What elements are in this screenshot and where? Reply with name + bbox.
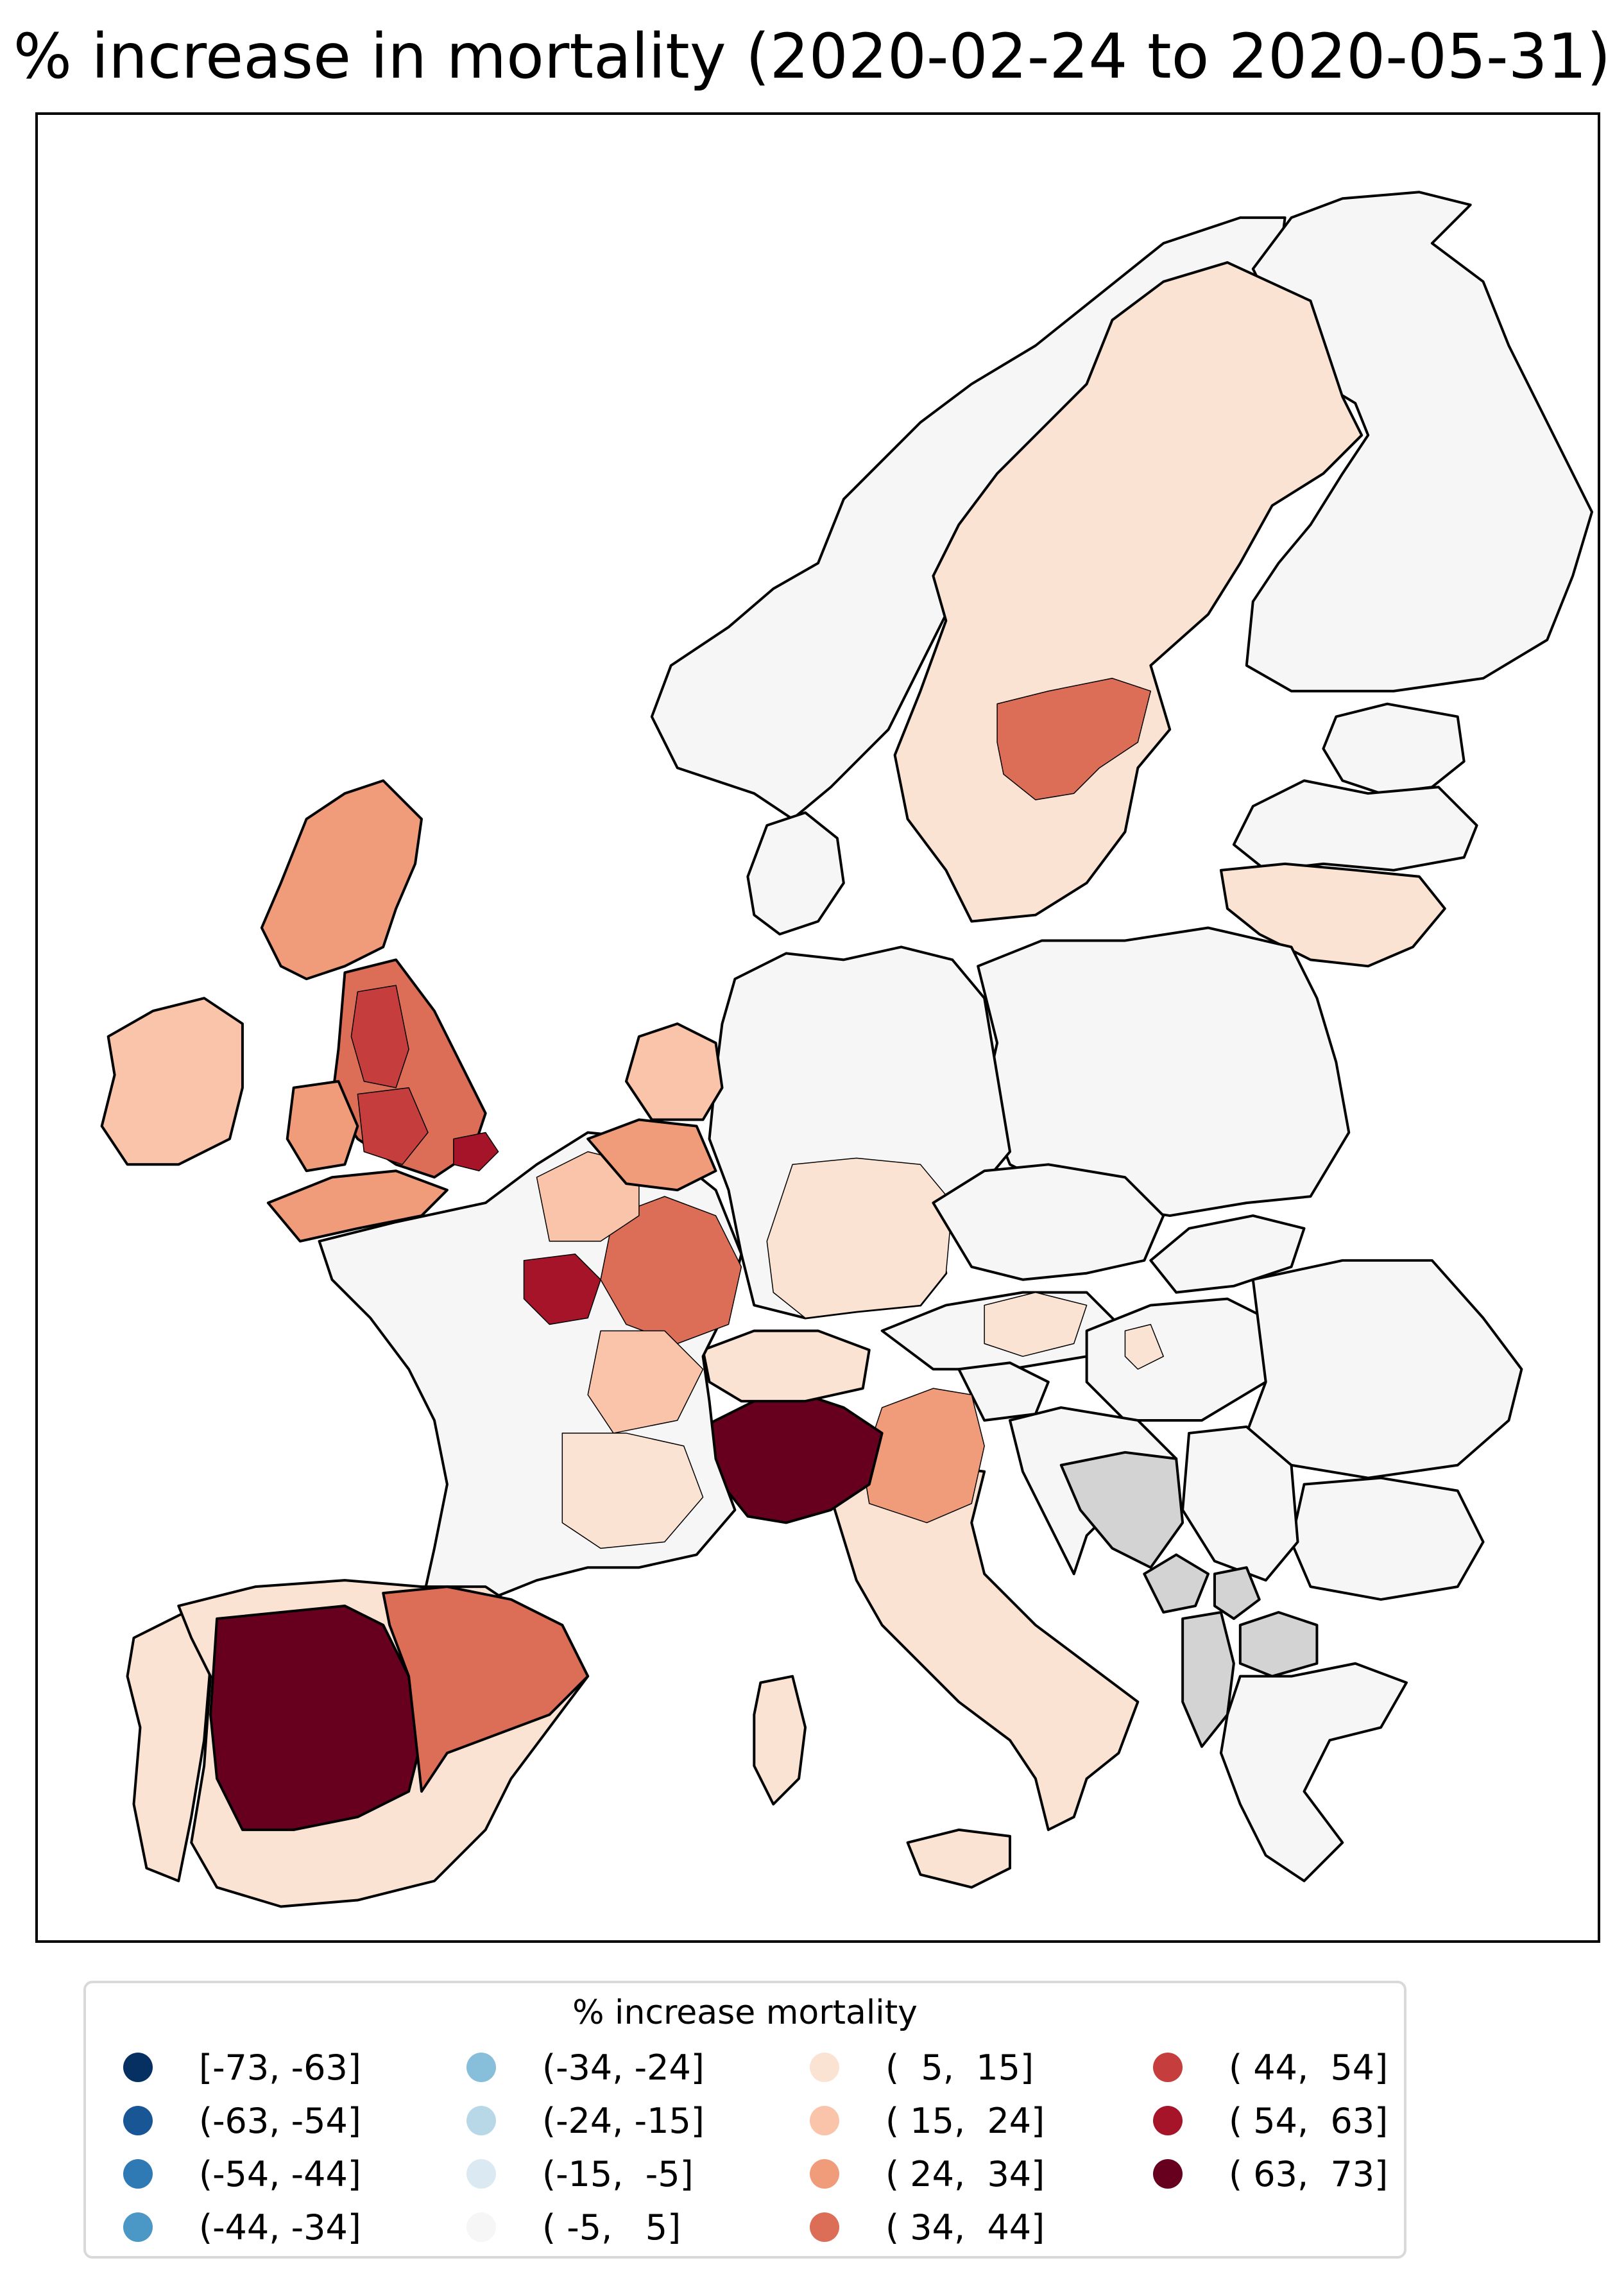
legend-swatch <box>466 2106 496 2135</box>
legend-item: [-73, -63] <box>123 2042 361 2092</box>
legend-label: [-73, -63] <box>199 2047 361 2088</box>
region-finland[interactable] <box>1245 191 1594 693</box>
region-auvergne-rhone[interactable] <box>561 1433 704 1549</box>
legend-swatch <box>123 2053 153 2082</box>
region-budapest[interactable] <box>1124 1323 1164 1370</box>
legend-label: (-63, -54] <box>199 2100 361 2141</box>
region-scotland[interactable] <box>260 779 423 981</box>
region-hauts-de-france[interactable] <box>536 1151 640 1242</box>
region-bosnia[interactable] <box>1059 1451 1184 1569</box>
region-lithuania[interactable] <box>1219 862 1446 968</box>
region-austria-east[interactable] <box>984 1291 1088 1357</box>
region-italy[interactable] <box>829 1463 1140 1831</box>
region-denmark[interactable] <box>746 811 845 936</box>
region-catalonia-aragon[interactable] <box>382 1585 590 1793</box>
region-grand-est[interactable] <box>600 1196 742 1345</box>
legend-item: (-63, -54] <box>123 2096 361 2146</box>
choropleth-map <box>100 191 1594 1908</box>
region-romania[interactable] <box>1245 1259 1523 1479</box>
legend-swatch <box>123 2212 153 2242</box>
region-midlands[interactable] <box>357 1087 429 1166</box>
legend-item: ( 63, 73] <box>1153 2149 1388 2199</box>
legend-label: ( 54, 63] <box>1229 2100 1389 2141</box>
region-slovenia[interactable] <box>957 1361 1050 1422</box>
legend-label: ( 34, 44] <box>885 2207 1045 2248</box>
legend-swatch <box>123 2159 153 2189</box>
map-title: % increase in mortality (2020-02-24 to 2… <box>13 21 1611 92</box>
legend-swatch <box>123 2106 153 2135</box>
legend-item: ( 5, 15] <box>810 2042 1034 2092</box>
region-north-macedonia[interactable] <box>1238 1611 1319 1678</box>
legend-item: ( 15, 24] <box>810 2096 1045 2146</box>
region-belgium[interactable] <box>586 1118 717 1192</box>
region-bourgogne[interactable] <box>587 1330 704 1434</box>
region-ireland[interactable] <box>100 997 244 1166</box>
region-estonia[interactable] <box>1322 702 1466 795</box>
legend-label: (-34, -24] <box>542 2047 705 2088</box>
map-legend: % increase mortality [-73, -63] (-63, -5… <box>83 1981 1406 2259</box>
legend-swatch <box>466 2159 496 2189</box>
legend-title: % increase mortality <box>572 1994 918 2032</box>
region-latvia[interactable] <box>1232 779 1478 872</box>
legend-swatch <box>810 2106 839 2135</box>
region-czechia[interactable] <box>932 1163 1165 1281</box>
legend-swatch <box>810 2053 839 2082</box>
legend-swatch <box>1153 2053 1183 2082</box>
region-sicily[interactable] <box>906 1828 1012 1889</box>
legend-swatch <box>810 2159 839 2189</box>
region-sardinia[interactable] <box>753 1675 807 1806</box>
region-serbia[interactable] <box>1181 1425 1299 1582</box>
legend-swatch <box>810 2212 839 2242</box>
legend-item: ( 54, 63] <box>1153 2096 1388 2146</box>
region-montenegro[interactable] <box>1143 1553 1209 1614</box>
region-south-west-england[interactable] <box>266 1169 449 1243</box>
region-veneto-emilia[interactable] <box>862 1388 985 1524</box>
map-frame <box>35 112 1600 1943</box>
legend-item: ( 44, 54] <box>1153 2042 1388 2092</box>
legend-label: ( 44, 54] <box>1229 2047 1389 2088</box>
legend-item: (-44, -34] <box>123 2202 361 2252</box>
legend-swatch <box>1153 2159 1183 2189</box>
region-stockholm[interactable] <box>996 678 1152 800</box>
legend-label: (-15, -5] <box>542 2153 694 2194</box>
legend-swatch <box>1153 2106 1183 2135</box>
legend-label: ( 15, 24] <box>885 2100 1045 2141</box>
region-kosovo[interactable] <box>1213 1566 1261 1620</box>
legend-label: (-54, -44] <box>199 2153 361 2194</box>
legend-item: ( 34, 44] <box>810 2202 1045 2252</box>
region-greece[interactable] <box>1219 1662 1408 1882</box>
region-hungary[interactable] <box>1085 1297 1280 1422</box>
region-spain-central[interactable] <box>209 1605 423 1831</box>
legend-label: (-24, -15] <box>542 2100 705 2141</box>
region-netherlands[interactable] <box>624 1022 724 1121</box>
legend-item: (-24, -15] <box>466 2096 705 2146</box>
region-london[interactable] <box>453 1132 499 1172</box>
region-bavaria[interactable] <box>766 1157 953 1319</box>
legend-item: (-34, -24] <box>466 2042 705 2092</box>
legend-label: ( 5, 15] <box>885 2047 1034 2088</box>
legend-item: (-54, -44] <box>123 2149 361 2199</box>
legend-swatch <box>466 2212 496 2242</box>
legend-item: (-15, -5] <box>466 2149 694 2199</box>
legend-label: ( 63, 73] <box>1229 2153 1389 2194</box>
legend-item: ( 24, 34] <box>810 2149 1045 2199</box>
legend-label: ( -5, 5] <box>542 2207 681 2248</box>
legend-label: (-44, -34] <box>199 2207 361 2248</box>
region-switzerland[interactable] <box>701 1329 871 1403</box>
region-wales[interactable] <box>286 1080 359 1173</box>
region-ile-de-france[interactable] <box>523 1253 601 1325</box>
legend-item: ( -5, 5] <box>466 2202 681 2252</box>
region-north-west-england[interactable] <box>350 985 409 1089</box>
legend-label: ( 24, 34] <box>885 2153 1045 2194</box>
legend-swatch <box>466 2053 496 2082</box>
region-bulgaria[interactable] <box>1290 1476 1485 1601</box>
region-slovakia[interactable] <box>1149 1214 1306 1294</box>
